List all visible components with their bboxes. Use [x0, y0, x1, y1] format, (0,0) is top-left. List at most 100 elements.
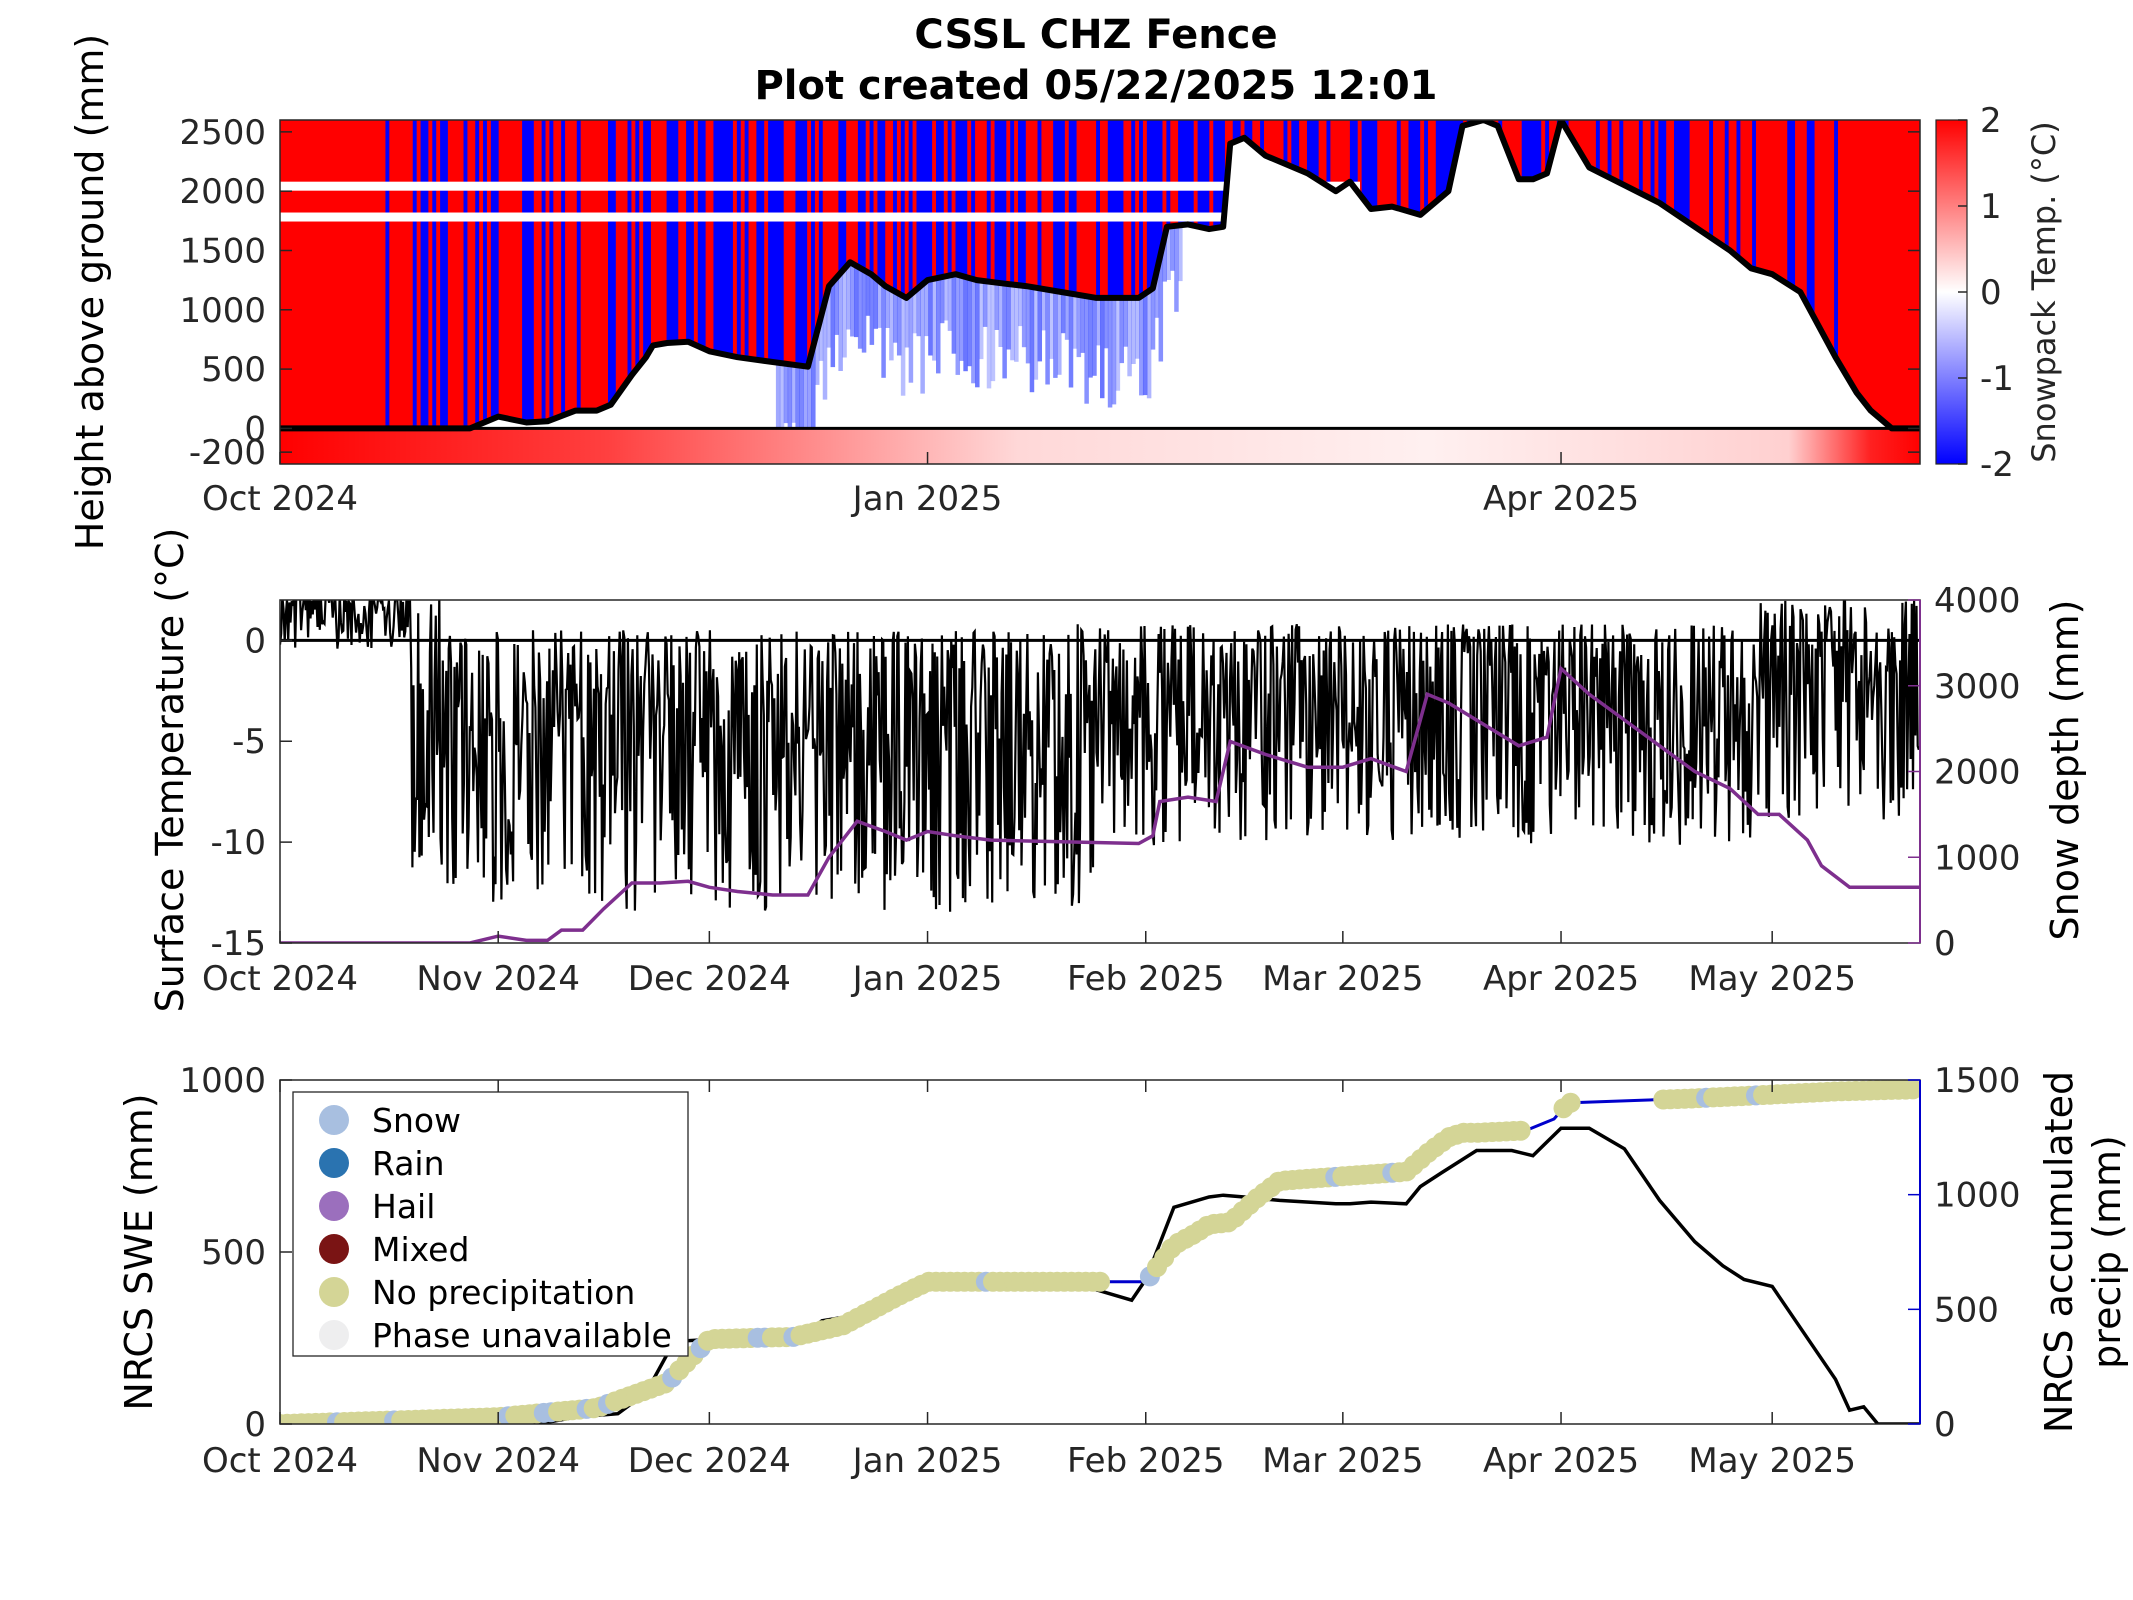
- colorbar-tick-label: -2: [1980, 445, 2014, 485]
- legend-label: Phase unavailable: [372, 1316, 672, 1355]
- heatmap-cell: [1053, 120, 1058, 291]
- heatmap-cell: [1201, 120, 1207, 228]
- heatmap-cell: [814, 332, 820, 385]
- heatmap-cell: [791, 364, 797, 423]
- heatmap-cell: [889, 120, 894, 290]
- heatmap-cell: [1146, 291, 1152, 399]
- heatmap-cell: [838, 273, 843, 371]
- heatmap-cell: [467, 120, 472, 429]
- heatmap-cell: [1396, 120, 1402, 209]
- heatmap-cell: [1107, 120, 1113, 298]
- heatmap-cell: [865, 120, 871, 273]
- heatmap-cell: [1404, 120, 1410, 211]
- heatmap-cell: [338, 120, 344, 429]
- heatmap-cell: [881, 120, 886, 285]
- swe-series: [280, 1080, 1920, 1424]
- chart-title-line1: CSSL CHZ Fence: [914, 12, 1277, 58]
- heatmap-cell: [775, 120, 781, 363]
- heatmap-cell: [1295, 120, 1300, 169]
- heatmap-cell: [1057, 120, 1062, 292]
- heatmap-cell: [830, 120, 836, 283]
- heatmap-cell: [1076, 294, 1082, 358]
- heatmap-cell: [1568, 120, 1574, 136]
- heatmap-cell: [779, 120, 785, 364]
- heatmap-cell: [674, 120, 679, 343]
- heatmap-cell: [1674, 120, 1679, 215]
- heatmap-cell: [1373, 120, 1378, 209]
- heatmap-cell: [1291, 120, 1296, 168]
- heatmap-cell: [693, 120, 699, 346]
- heatmap-cell: [1041, 289, 1046, 331]
- phase-marker: [1510, 1120, 1531, 1141]
- heatmap-cell: [1197, 120, 1203, 227]
- y-tick-label: 0: [244, 621, 266, 661]
- heatmap-cell: [1170, 120, 1175, 227]
- heatmap-cell: [1740, 120, 1745, 261]
- heatmap-cell: [1650, 120, 1656, 200]
- heatmap-cell: [444, 120, 449, 429]
- heatmap-cell: [1162, 237, 1167, 282]
- heatmap-cell: [1517, 120, 1523, 180]
- heatmap-cell: [1849, 120, 1855, 385]
- heatmap-cell: [1111, 120, 1117, 298]
- heatmap-cell: [1205, 120, 1210, 229]
- heatmap-cell: [1904, 120, 1909, 429]
- legend-marker: [319, 1105, 349, 1135]
- heatmap-cell: [1634, 120, 1640, 192]
- heatmap-cell: [1002, 120, 1007, 284]
- heatmap-cell: [1381, 120, 1386, 208]
- heatmap-cell: [1853, 120, 1859, 391]
- heatmap-cell: [1806, 120, 1812, 308]
- surface-temp-ticks: 0 -5 -10 -15 4000 3000 2000 1000 0 Oct 2024 Nov 20…: [202, 581, 2021, 999]
- heatmap-cell: [1330, 120, 1335, 189]
- heatmap-cell: [1213, 120, 1218, 229]
- heatmap-cell: [518, 120, 523, 422]
- heatmap-cell: [1014, 284, 1019, 362]
- heatmap-cell: [639, 120, 644, 364]
- heatmap-cell: [311, 120, 316, 429]
- heatmap-cell: [1193, 120, 1199, 227]
- heatmap-cell: [963, 276, 968, 372]
- heatmap-cell: [1334, 120, 1339, 191]
- heatmap-cell: [1185, 120, 1191, 225]
- heatmap-cell: [1822, 120, 1827, 337]
- heatmap-cell: [799, 365, 804, 429]
- heatmap-cell: [1178, 225, 1183, 282]
- heatmap-cell: [951, 120, 957, 275]
- x-tick-label: Jan 2025: [851, 479, 1003, 519]
- heatmap-cell: [1142, 293, 1148, 396]
- heatmap-cell: [365, 120, 371, 429]
- heatmap-cell: [1533, 120, 1538, 179]
- x-tick-label: Feb 2025: [1067, 1441, 1225, 1481]
- heatmap-cell: [428, 120, 433, 429]
- heatmap-cell: [522, 120, 527, 422]
- heatmap-cell: [924, 281, 929, 337]
- heatmap-cell: [1670, 120, 1675, 212]
- heatmap-cell: [358, 120, 363, 429]
- heatmap-cell: [811, 347, 816, 429]
- heatmap-cell: [982, 281, 988, 327]
- heatmap-cell: [1549, 120, 1554, 158]
- heatmap-cell: [978, 120, 984, 281]
- heatmap-cell: [490, 120, 496, 419]
- heatmap-cell: [393, 120, 398, 429]
- heatmap-cell: [912, 120, 918, 292]
- heatmap-cell: [896, 120, 902, 294]
- heatmap-cell: [1900, 120, 1905, 429]
- y-tick-label-right: 0: [1934, 924, 1956, 964]
- heatmap-cell: [1103, 120, 1109, 298]
- heatmap-cell: [990, 120, 996, 283]
- heatmap-cell: [1189, 120, 1195, 226]
- heatmap-cell: [1174, 120, 1179, 226]
- heatmap-cell: [830, 282, 836, 368]
- heatmap-cell: [752, 120, 757, 360]
- heatmap-cell: [975, 120, 980, 281]
- x-tick-label: Apr 2025: [1483, 479, 1639, 519]
- heatmap-cell: [647, 120, 652, 353]
- heatmap-cell: [451, 120, 457, 429]
- heatmap-cell: [697, 120, 703, 347]
- heatmap-cell: [1720, 120, 1726, 246]
- heatmap-cell: [721, 120, 726, 355]
- heatmap-cell: [955, 274, 961, 375]
- heatmap-cell: [1060, 292, 1066, 334]
